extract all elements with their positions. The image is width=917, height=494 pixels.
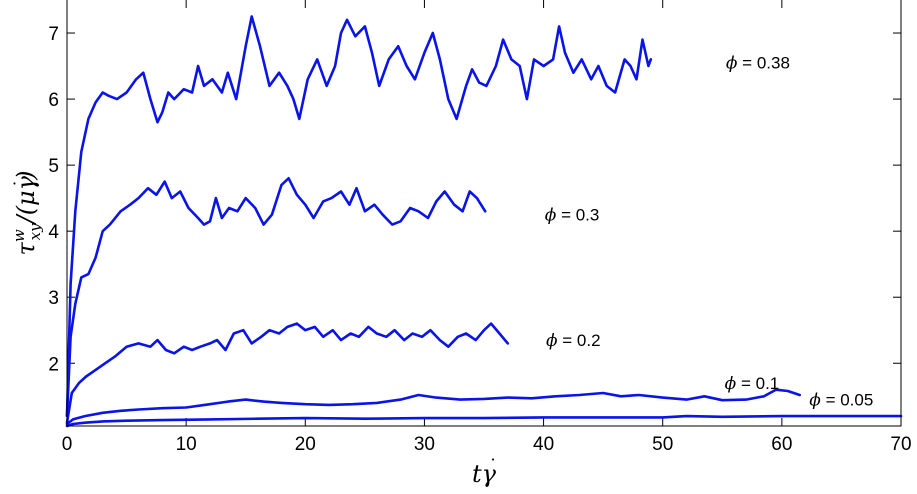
series-line-2: [65, 322, 510, 425]
svg-text:τwxy/(μγ·): τwxy/(μγ·): [5, 171, 44, 256]
x-tick-label: 40: [533, 434, 554, 455]
series-label-1: ϕ = 0.3: [545, 206, 600, 226]
series-label-0: ϕ = 0.38: [726, 54, 790, 74]
series-layer: [65, 15, 903, 428]
series-label-4: ϕ = 0.05: [809, 391, 873, 411]
y-tick-label: 2: [48, 354, 59, 375]
x-tick-label: 0: [62, 434, 73, 455]
series-line-1: [65, 177, 487, 418]
series-line-4: [65, 414, 903, 428]
plot-area: [67, 0, 901, 426]
ticks-layer: 0 10 20 30 40 50 60 70 2 3 4 5 6 7: [48, 0, 912, 455]
series-labels-layer: ϕ = 0.38 ϕ = 0.3 ϕ = 0.2 ϕ = 0.1 ϕ = 0.05: [545, 54, 874, 411]
series-line-0: [65, 15, 653, 418]
x-axis-label: tγ: [472, 460, 497, 488]
y-tick-label: 6: [48, 90, 59, 111]
series-label-2: ϕ = 0.2: [546, 331, 601, 351]
x-tick-label: 70: [890, 434, 911, 455]
x-tick-label: 20: [295, 434, 316, 455]
x-tick-label: 30: [414, 434, 435, 455]
y-axis-label: τwxy/(μγ·): [5, 171, 44, 256]
y-tick-label: 3: [48, 288, 59, 309]
y-tick-label: 4: [48, 222, 59, 243]
x-axis-label-dot: ·: [490, 450, 495, 469]
y-tick-label: 5: [48, 156, 59, 177]
series-label-3: ϕ = 0.1: [725, 374, 780, 394]
y-tick-label: 7: [48, 24, 59, 45]
x-tick-label: 60: [771, 434, 792, 455]
series-line-3: [65, 388, 802, 426]
x-tick-label: 50: [652, 434, 673, 455]
x-tick-label: 10: [176, 434, 197, 455]
axes-box: [66, 0, 902, 427]
